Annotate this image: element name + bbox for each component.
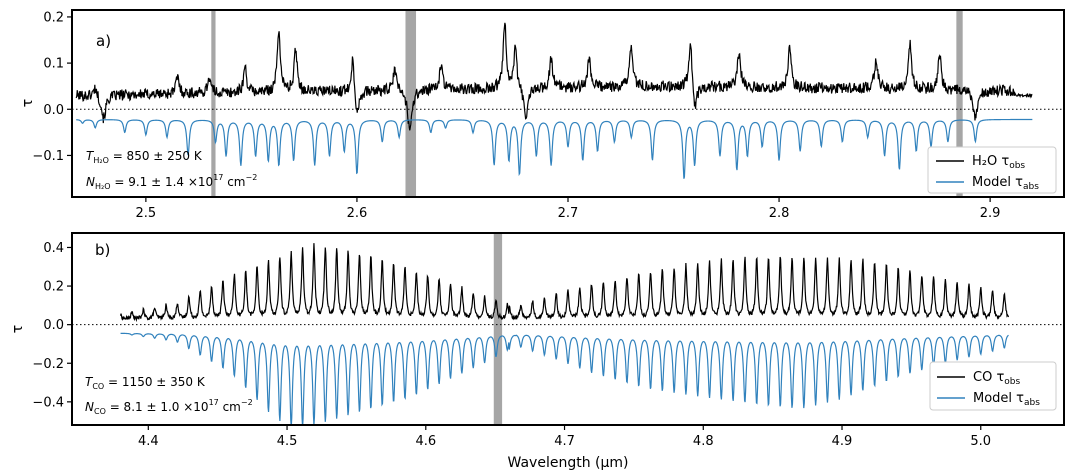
- x-tick-label: 2.7: [558, 206, 579, 221]
- y-tick-label: 0.4: [43, 241, 64, 256]
- y-tick-label: 0.1: [43, 57, 64, 72]
- y-tick-label: −0.2: [32, 357, 64, 372]
- series-co-tau-obs: [119, 243, 1010, 323]
- series-model-tau-abs: [120, 332, 1009, 425]
- x-tick-label: 2.5: [136, 206, 157, 221]
- y-tick-label: 0.2: [43, 10, 64, 25]
- y-tick-label: 0.0: [43, 103, 64, 118]
- svg-text:TCO = 1150 ± 350 K: TCO = 1150 ± 350 K: [85, 375, 206, 391]
- x-tick-label: 4.8: [693, 434, 714, 449]
- x-tick-label: 4.6: [415, 434, 436, 449]
- x-tick-label: 4.7: [554, 434, 575, 449]
- y-tick-label: 0.2: [43, 280, 64, 295]
- panel-label: a): [96, 32, 111, 50]
- x-tick-label: 2.8: [769, 206, 790, 221]
- x-tick-label: 4.5: [277, 434, 298, 449]
- x-tick-label: 2.6: [347, 206, 368, 221]
- svg-text:NCO = 8.1 ± 1.0 ×1017 cm−2: NCO = 8.1 ± 1.0 ×1017 cm−2: [85, 398, 253, 416]
- masked-region: [493, 233, 503, 425]
- legend-label-model: Model τabs: [973, 391, 1040, 408]
- masked-region: [405, 10, 417, 197]
- legend: H₂O τobs Model τabs: [927, 146, 1057, 194]
- y-axis-label: τ: [20, 99, 36, 107]
- panel-a: 2.5 2.6 2.7 2.8 2.9 −0.1 0.0 0.1 0.2 τ a) TH₂O …: [20, 9, 1065, 221]
- plot-frame: [71, 232, 1065, 426]
- fit-annotation: TH₂O = 850 ± 250 K NH₂O = 9.1 ± 1.4 ×101…: [86, 149, 257, 191]
- fit-annotation: TCO = 1150 ± 350 K NCO = 8.1 ± 1.0 ×1017…: [85, 375, 253, 416]
- panel-b: 4.4 4.5 4.6 4.7 4.8 4.9 5.0 −0.4−0.20.00.20.4 …: [10, 232, 1065, 471]
- x-tick-label: 4.9: [832, 434, 853, 449]
- x-tick-label: 4.4: [138, 434, 159, 449]
- legend-label-obs: CO τobs: [973, 370, 1021, 387]
- legend-label-obs: H₂O τobs: [972, 154, 1025, 171]
- legend-label-model: Model τabs: [972, 175, 1039, 192]
- series-h2o-tau-obs: [75, 22, 1033, 131]
- masked-region: [211, 10, 216, 197]
- y-tick-label: 0.0: [43, 318, 64, 333]
- x-axis-label: Wavelength (μm): [508, 455, 629, 471]
- x-tick-label: 2.9: [980, 206, 1001, 221]
- masked-region: [956, 10, 963, 197]
- svg-text:NH₂O = 9.1 ± 1.4 ×1017 cm−2: NH₂O = 9.1 ± 1.4 ×1017 cm−2: [86, 173, 257, 191]
- legend: CO τobs Model τabs: [929, 361, 1057, 411]
- y-tick-label: −0.1: [32, 149, 64, 164]
- y-tick-label: −0.4: [32, 395, 64, 410]
- panel-label: b): [95, 241, 110, 259]
- x-tick-label: 5.0: [970, 434, 991, 449]
- y-axis-label: τ: [10, 325, 26, 333]
- plot-frame: [71, 9, 1065, 198]
- series-model-tau-abs: [76, 118, 1033, 179]
- svg-text:TH₂O = 850 ± 250 K: TH₂O = 850 ± 250 K: [86, 149, 203, 165]
